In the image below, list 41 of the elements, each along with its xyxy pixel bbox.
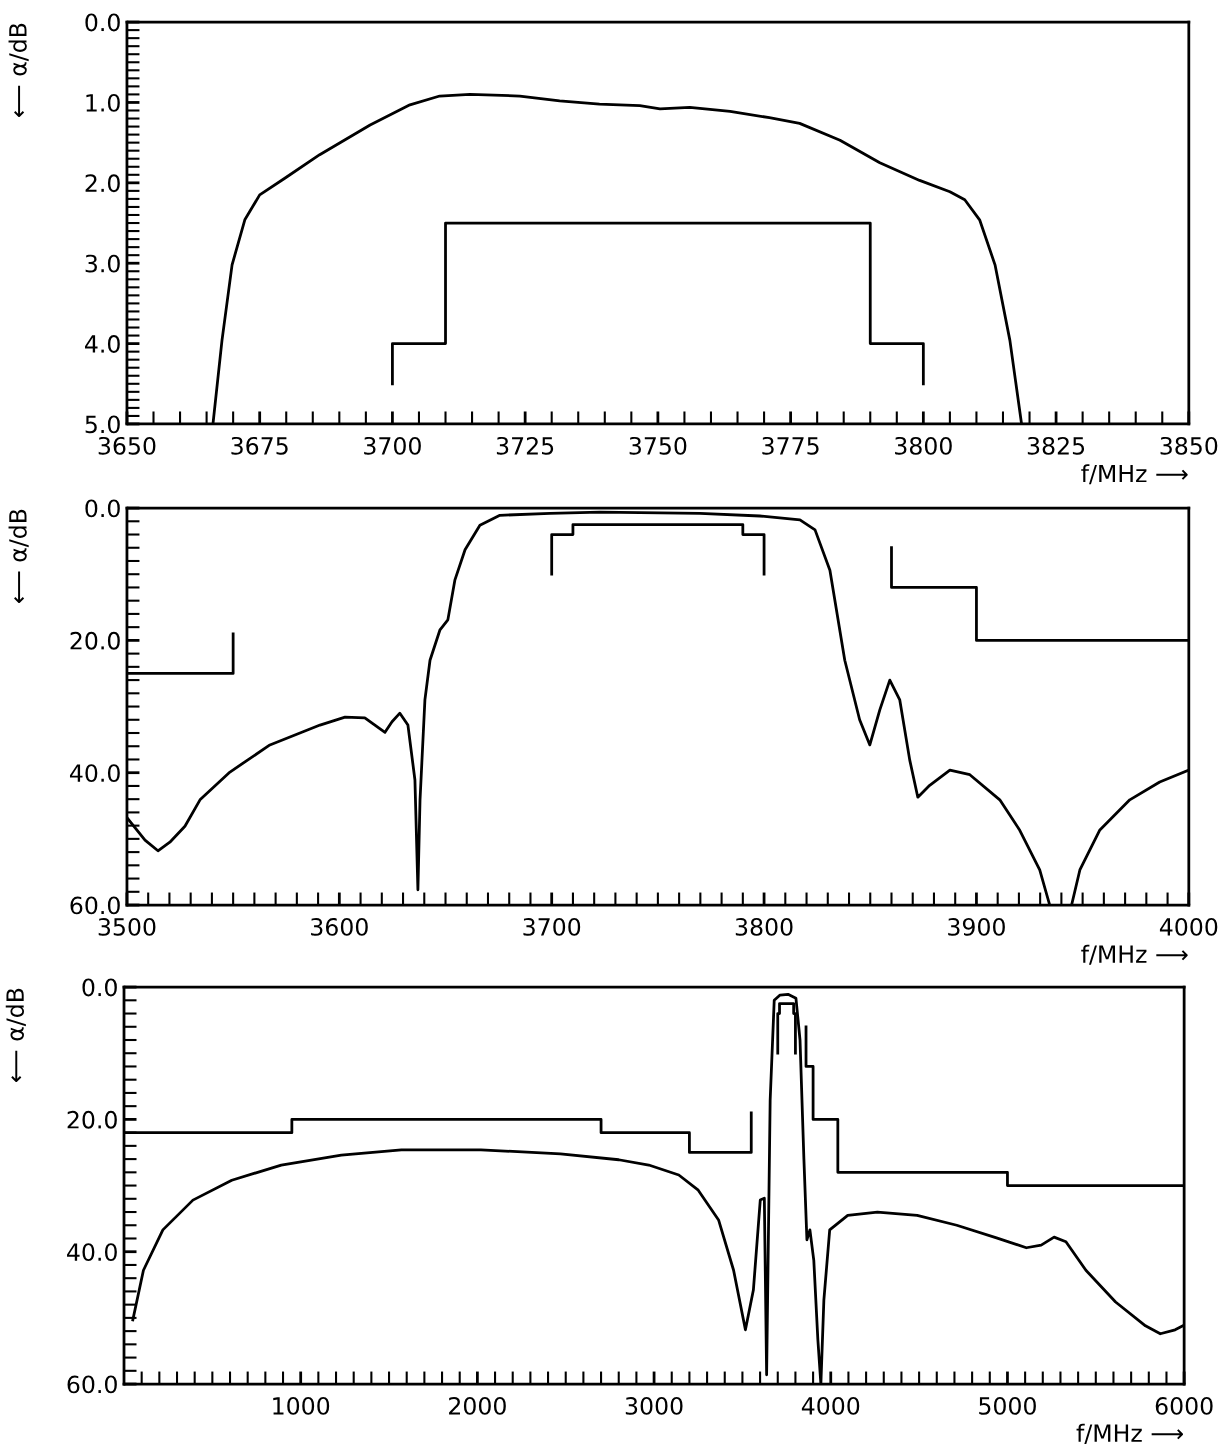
x-tick-label: 3775 [762, 436, 819, 455]
y-axis-title: ⟵ α/dB [8, 509, 29, 603]
x-tick-label: 4000 [1159, 917, 1218, 936]
x-tick-label: 3800 [735, 917, 793, 936]
y-tick-label: 60.0 [70, 896, 120, 915]
x-tick-label: 3800 [895, 436, 952, 455]
y-tick-label: 5.0 [85, 415, 120, 434]
x-axis-title: f/MHz ⟶ [1076, 1423, 1183, 1444]
x-tick-label: 3825 [1027, 436, 1085, 455]
x-tick-label: 3500 [98, 917, 156, 936]
x-tick-label: 3700 [523, 917, 581, 936]
x-tick-label: 3700 [364, 436, 421, 455]
x-tick-label: 2000 [449, 1396, 506, 1415]
x-tick-label: 4000 [801, 1396, 860, 1415]
y-tick-label: 4.0 [85, 335, 120, 353]
x-tick-label: 6000 [1155, 1396, 1213, 1415]
y-tick-label: 60.0 [67, 1375, 117, 1394]
y-tick-label: 0.0 [82, 978, 117, 997]
x-axis-title: f/MHz ⟶ [1081, 944, 1188, 965]
x-tick-label: 3850 [1160, 436, 1218, 455]
y-tick-label: 0.0 [85, 13, 120, 32]
x-tick-label: 1000 [273, 1396, 330, 1415]
y-tick-label: 0.0 [85, 499, 120, 518]
x-tick-label: 3600 [311, 917, 368, 936]
y-tick-label: 20.0 [70, 631, 120, 650]
x-axis-title: f/MHz ⟶ [1081, 464, 1188, 485]
y-tick-label: 3.0 [85, 254, 120, 273]
y-tick-label: 40.0 [69, 764, 120, 783]
y-axis-title: ⟵ α/dB [8, 23, 29, 117]
x-tick-label: 3650 [98, 436, 156, 455]
x-tick-label: 3750 [629, 436, 687, 455]
y-tick-label: 40.0 [67, 1243, 117, 1262]
x-tick-label: 3675 [231, 436, 288, 455]
x-tick-label: 3900 [948, 917, 1005, 936]
y-axis-title: ⟵ α/dB [5, 988, 26, 1082]
x-tick-label: 3725 [496, 436, 554, 455]
x-tick-label: 5000 [979, 1396, 1036, 1415]
x-tick-label: 3000 [625, 1396, 683, 1415]
y-tick-label: 20.0 [67, 1110, 117, 1129]
y-tick-label: 1.0 [86, 93, 120, 112]
y-tick-label: 2.0 [85, 174, 120, 193]
